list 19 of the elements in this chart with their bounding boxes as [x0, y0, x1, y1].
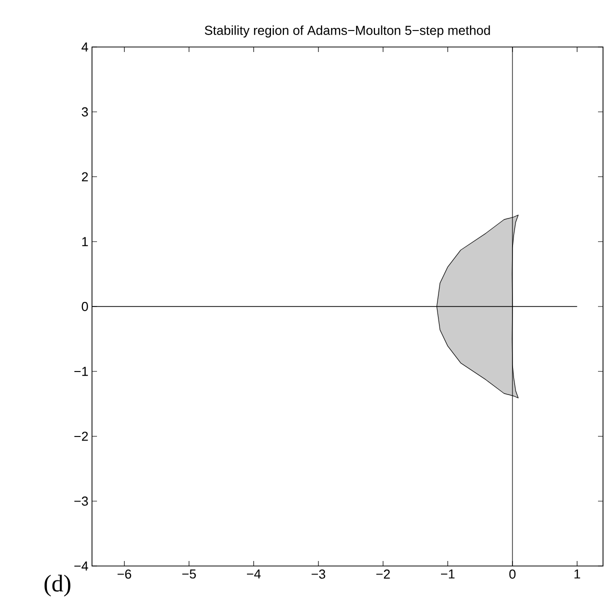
y-tick-label: −2	[74, 432, 88, 441]
y-tick-label: 4	[82, 42, 88, 52]
x-tick-label: 0	[509, 570, 516, 579]
chart-title: Stability region of Adams−Moulton 5−step method	[204, 25, 490, 38]
y-tick-label: −1	[74, 366, 88, 376]
x-tick-label: −1	[441, 570, 455, 578]
x-tick-label: −5	[182, 570, 196, 579]
x-tick-label: −6	[118, 570, 132, 579]
y-tick-label: 0	[82, 302, 88, 312]
x-tick-label: −4	[246, 570, 261, 578]
y-tick-label: 2	[82, 172, 88, 182]
x-tick-label: 1	[574, 570, 580, 578]
x-tick-label: −2	[376, 570, 390, 579]
y-tick-label: −3	[74, 496, 88, 506]
y-tick-label: 3	[82, 107, 88, 116]
y-tick-label: 1	[82, 237, 88, 246]
text: (d)	[44, 574, 70, 596]
x-tick-label: −3	[312, 570, 326, 579]
y-tick-label: −4	[74, 562, 88, 570]
